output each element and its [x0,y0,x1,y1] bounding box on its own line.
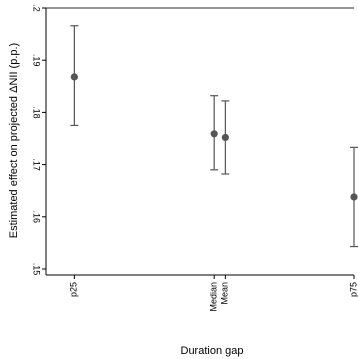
point-estimate [221,133,229,142]
y-tick-label: .19 [32,54,42,67]
point-estimate [350,193,358,201]
x-axis: p25 Median Mean p75 [69,275,358,312]
plot-frame [45,7,354,276]
y-tick-label: .18 [32,106,42,119]
y-tick-label: .17 [32,158,42,171]
y-tick-label: .2 [32,4,42,12]
x-tick-label: p75 [348,282,358,297]
point-estimate [70,73,78,81]
x-tick-label: Mean [220,282,230,305]
plot-marks [70,25,358,248]
point-estimate [210,130,218,138]
x-tick-label: Median [209,282,219,312]
y-tick-label: .15 [32,263,42,276]
y-axis-title: Estimated effect on projected ΔNII (p.p.… [8,43,20,238]
y-axis: .15 .16 .17 .18 .19 .2 [32,4,46,275]
y-tick-label: .16 [32,211,42,224]
x-tick-label: p25 [69,282,79,297]
x-axis-title: Duration gap [181,345,244,357]
